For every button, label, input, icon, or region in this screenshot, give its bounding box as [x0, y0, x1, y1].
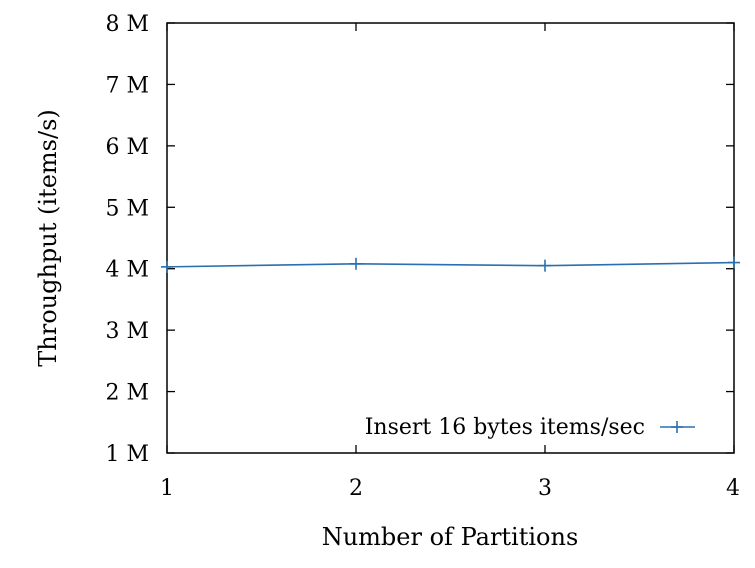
y-tick-label: 3 M: [105, 319, 149, 344]
y-tick-label: 7 M: [105, 73, 149, 98]
legend: Insert 16 bytes items/sec: [365, 415, 695, 440]
data-point: [539, 259, 551, 272]
y-tick-label: 8 M: [105, 12, 149, 37]
x-tick-label: 3: [538, 476, 552, 501]
plot-frame: [166, 22, 735, 454]
x-axis-ticks: 1 2 3 4: [160, 23, 740, 501]
series-layer: [161, 256, 740, 273]
x-axis-label: Number of Partitions: [322, 523, 579, 551]
x-tick-label: 4: [726, 476, 740, 501]
data-point: [161, 260, 173, 273]
data-point: [350, 257, 362, 270]
y-axis-label: Throughput (items/s): [34, 109, 62, 366]
y-tick-label: 5 M: [105, 196, 149, 221]
data-point: [728, 256, 740, 269]
y-tick-label: 1 M: [105, 442, 149, 467]
x-tick-label: 2: [349, 476, 363, 501]
legend-marker: [671, 421, 683, 433]
x-tick-label: 1: [160, 476, 174, 501]
series-line: [166, 261, 735, 268]
y-tick-label: 2 M: [105, 381, 149, 406]
legend-marker-plus: [671, 421, 683, 433]
legend-label: Insert 16 bytes items/sec: [365, 415, 645, 440]
y-tick-label: 6 M: [105, 135, 149, 160]
y-axis-ticks: 1 M 2 M 3 M 4 M 5 M 6 M 7 M 8 M: [105, 12, 734, 467]
y-tick-label: 4 M: [105, 258, 149, 283]
